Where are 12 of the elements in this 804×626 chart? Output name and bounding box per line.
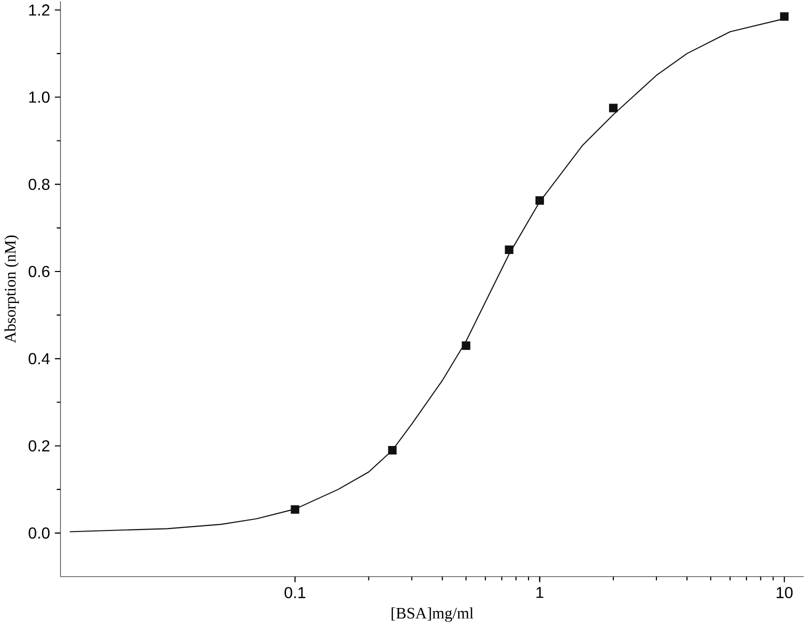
x-axis-title: [BSA]mg/ml	[392, 607, 474, 622]
y-tick-label: 0.4	[28, 352, 50, 364]
x-tick-label: 0.1	[284, 586, 306, 598]
y-tick-label: 0.0	[28, 527, 50, 539]
y-tick-label: 0.8	[28, 178, 50, 190]
y-axis-title: Absorption (nM)	[4, 235, 19, 343]
y-tick-label: 0.6	[28, 266, 50, 277]
x-tick-label: 10	[776, 586, 793, 598]
y-tick-label: 1.2	[29, 4, 50, 16]
x-tick-label: 1	[536, 586, 544, 598]
y-tick-label: 0.2	[28, 440, 50, 452]
y-tick-label: 1.0	[29, 91, 50, 103]
